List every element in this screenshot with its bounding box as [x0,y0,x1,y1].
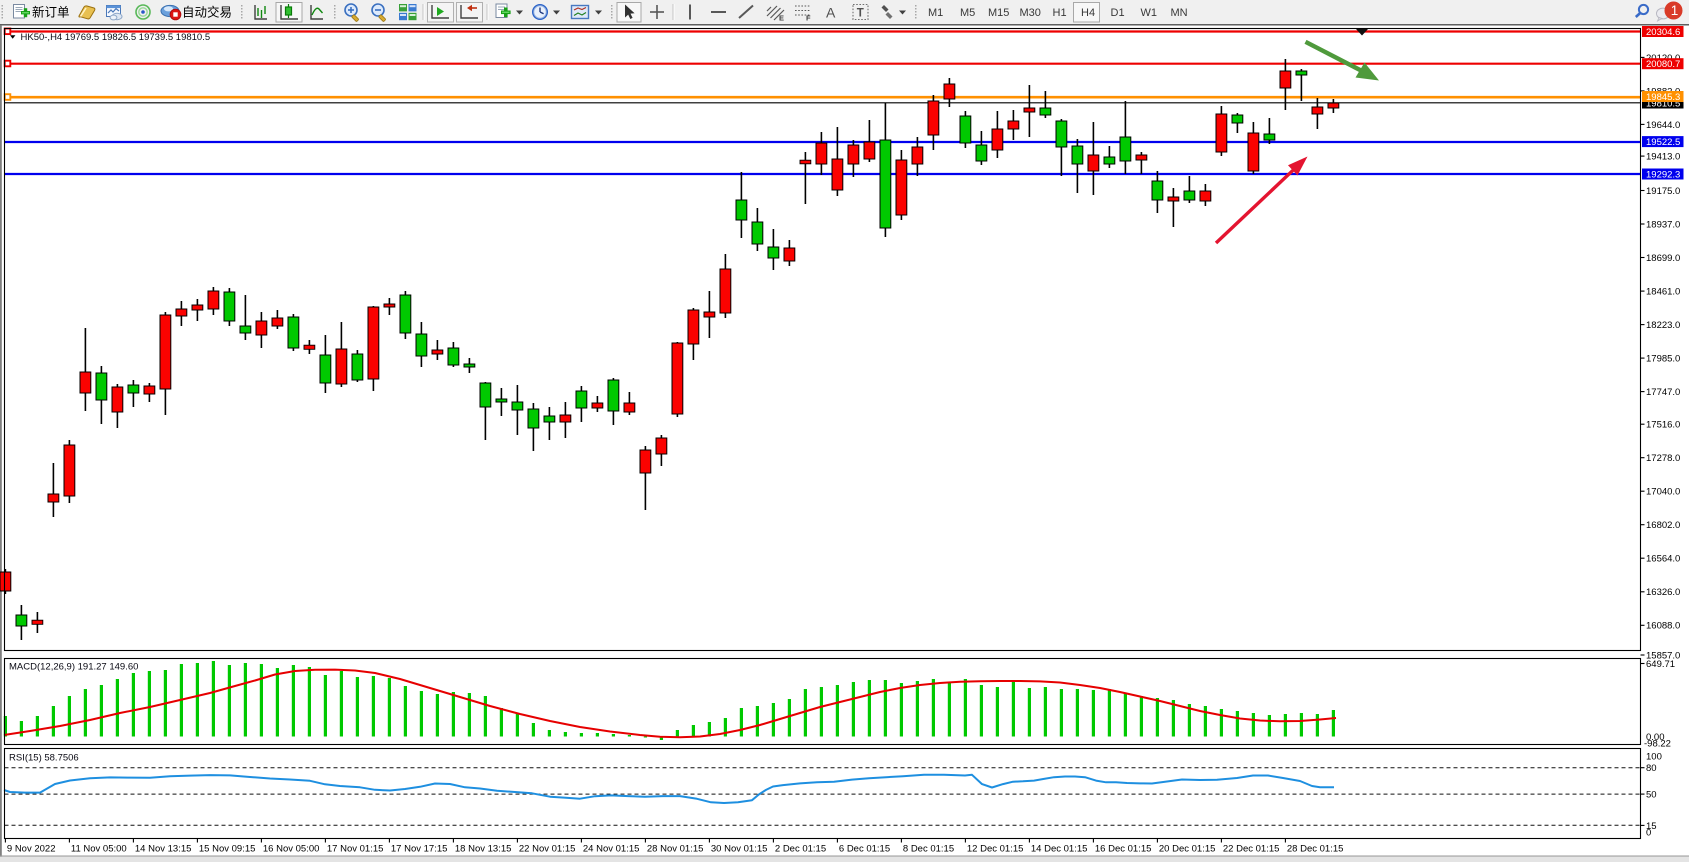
svg-text:HK50-,H4 19769.5 19826.5 1973: HK50-,H4 19769.5 19826.5 19739.5 19810.5 [21,32,211,43]
svg-text:20304.6: 20304.6 [1646,27,1680,38]
svg-text:18 Nov 13:15: 18 Nov 13:15 [455,844,512,855]
svg-text:17985.0: 17985.0 [1646,354,1680,365]
svg-text:14 Dec 01:15: 14 Dec 01:15 [1031,844,1088,855]
svg-text:19810.5: 19810.5 [1646,98,1680,109]
svg-text:D1: D1 [1111,7,1125,19]
svg-text:2 Dec 01:15: 2 Dec 01:15 [775,844,826,855]
svg-text:15: 15 [1646,821,1657,832]
svg-text:17747.0: 17747.0 [1646,387,1680,398]
svg-text:-98.22: -98.22 [1644,739,1671,750]
svg-text:18937.0: 18937.0 [1646,219,1680,230]
svg-text:16564.0: 16564.0 [1646,554,1680,565]
svg-text:11 Nov 05:00: 11 Nov 05:00 [71,844,127,855]
svg-text:28 Dec 01:15: 28 Dec 01:15 [1287,844,1344,855]
svg-text:M1: M1 [928,7,943,19]
svg-text:16326.0: 16326.0 [1646,587,1680,598]
svg-text:19845.3: 19845.3 [1646,92,1680,103]
svg-text:M30: M30 [1020,7,1041,19]
svg-text:T: T [857,8,864,20]
svg-text:6 Dec 01:15: 6 Dec 01:15 [839,844,890,855]
svg-text:14 Nov 13:15: 14 Nov 13:15 [135,844,192,855]
svg-text:16802.0: 16802.0 [1646,520,1680,531]
svg-text:H1: H1 [1053,7,1067,19]
svg-text:12 Dec 01:15: 12 Dec 01:15 [967,844,1024,855]
svg-text:MACD(12,26,9) 191.27 149.60: MACD(12,26,9) 191.27 149.60 [9,662,138,673]
svg-text:28 Nov 01:15: 28 Nov 01:15 [647,844,704,855]
svg-text:649.71: 649.71 [1646,659,1675,670]
svg-text:M5: M5 [960,7,975,19]
svg-text:17 Nov 17:15: 17 Nov 17:15 [391,844,448,855]
svg-text:9 Nov 2022: 9 Nov 2022 [7,844,56,855]
svg-text:16 Dec 01:15: 16 Dec 01:15 [1095,844,1152,855]
svg-text:M15: M15 [988,7,1009,19]
svg-text:16088.0: 16088.0 [1646,621,1680,632]
svg-text:E: E [779,14,784,23]
svg-text:19413.0: 19413.0 [1646,152,1680,163]
svg-text:15 Nov 09:15: 15 Nov 09:15 [199,844,256,855]
svg-text:15857.0: 15857.0 [1646,650,1680,661]
svg-text:自动交易: 自动交易 [182,5,232,20]
svg-text:17 Nov 01:15: 17 Nov 01:15 [327,844,384,855]
svg-text:20 Dec 01:15: 20 Dec 01:15 [1159,844,1216,855]
svg-text:24 Nov 01:15: 24 Nov 01:15 [583,844,640,855]
svg-text:17040.0: 17040.0 [1646,487,1680,498]
svg-text:19522.5: 19522.5 [1646,137,1680,148]
svg-text:80: 80 [1646,763,1657,774]
svg-text:17516.0: 17516.0 [1646,420,1680,431]
svg-text:22 Nov 01:15: 22 Nov 01:15 [519,844,576,855]
svg-text:0: 0 [1646,828,1651,839]
svg-text:18223.0: 18223.0 [1646,320,1680,331]
svg-text:17278.0: 17278.0 [1646,453,1680,464]
svg-text:22 Dec 01:15: 22 Dec 01:15 [1223,844,1280,855]
svg-text:RSI(15) 58.7506: RSI(15) 58.7506 [9,753,79,764]
svg-text:0.00: 0.00 [1646,732,1665,743]
svg-text:20080.7: 20080.7 [1646,59,1680,70]
svg-text:MN: MN [1171,7,1188,19]
svg-text:F: F [806,14,811,23]
svg-text:新订单: 新订单 [32,5,70,20]
svg-text:100: 100 [1646,751,1662,762]
svg-text:8 Dec 01:15: 8 Dec 01:15 [903,844,954,855]
svg-text:50: 50 [1646,790,1657,801]
svg-text:1: 1 [1671,3,1679,18]
svg-text:A: A [826,5,836,21]
svg-text:18461.0: 18461.0 [1646,287,1680,298]
svg-text:19292.3: 19292.3 [1646,169,1680,180]
svg-text:19175.0: 19175.0 [1646,186,1680,197]
svg-text:30 Nov 01:15: 30 Nov 01:15 [711,844,768,855]
svg-text:18699.0: 18699.0 [1646,253,1680,264]
svg-text:16 Nov 05:00: 16 Nov 05:00 [263,844,320,855]
svg-text:H4: H4 [1081,7,1095,19]
svg-text:W1: W1 [1141,7,1158,19]
svg-text:19644.0: 19644.0 [1646,120,1680,131]
